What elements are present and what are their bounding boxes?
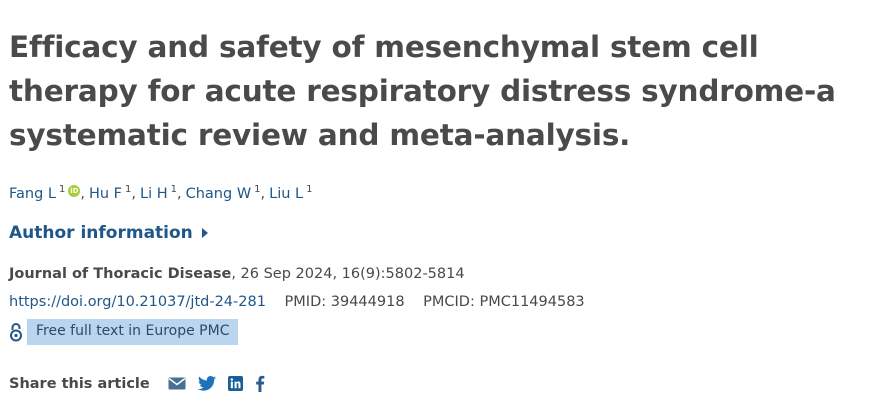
twitter-icon[interactable] bbox=[197, 376, 216, 391]
author-affiliation-sup: 1 bbox=[254, 184, 261, 195]
caret-right-icon bbox=[201, 228, 208, 238]
article-title: Efficacy and safety of mesenchymal stem … bbox=[9, 30, 836, 152]
journal-details: , 26 Sep 2024, 16(9):5802-5814 bbox=[231, 266, 465, 282]
author-affiliation-sup: 1 bbox=[58, 184, 66, 195]
author-information-label: Author information bbox=[9, 223, 193, 243]
author-separator: , bbox=[177, 186, 182, 202]
pmcid: PMCID: PMC11494583 bbox=[423, 294, 585, 310]
free-full-text-link[interactable]: Free full text in Europe PMC bbox=[27, 319, 239, 345]
email-icon[interactable] bbox=[168, 377, 186, 390]
pmid: PMID: 39444918 bbox=[284, 294, 405, 310]
author-separator: , bbox=[80, 186, 85, 202]
author-link-liu[interactable]: Liu L bbox=[269, 186, 304, 202]
share-bar: Share this article bbox=[9, 375, 875, 392]
author-link-hu[interactable]: Hu F bbox=[88, 186, 123, 202]
author-affiliation-sup: 1 bbox=[125, 184, 132, 195]
linkedin-icon[interactable] bbox=[227, 376, 243, 391]
author-separator: , bbox=[260, 186, 266, 202]
article-header: Efficacy and safety of mesenchymal stem … bbox=[9, 30, 875, 392]
author-link-chang[interactable]: Chang W bbox=[185, 186, 252, 202]
journal-name: Journal of Thoracic Disease bbox=[9, 266, 232, 282]
author-link-fang[interactable]: Fang L bbox=[9, 186, 56, 202]
author-information-toggle[interactable]: Author information bbox=[9, 223, 208, 243]
author-affiliation-sup: 1 bbox=[170, 184, 177, 195]
free-full-text: Free full text in Europe PMC bbox=[9, 319, 875, 345]
orcid-icon[interactable]: iD bbox=[68, 185, 81, 197]
identifiers: https://doi.org/10.21037/jtd-24-281 PMID… bbox=[9, 291, 875, 313]
share-label: Share this article bbox=[9, 375, 150, 392]
author-separator: , bbox=[131, 186, 136, 202]
facebook-icon[interactable] bbox=[255, 375, 265, 392]
doi-link[interactable]: https://doi.org/10.21037/jtd-24-281 bbox=[9, 294, 266, 310]
journal-citation: Journal of Thoracic Disease, 26 Sep 2024… bbox=[9, 263, 875, 285]
open-access-icon bbox=[9, 321, 23, 343]
author-affiliation-sup: 1 bbox=[306, 184, 313, 195]
author-link-li[interactable]: Li H bbox=[140, 186, 168, 202]
